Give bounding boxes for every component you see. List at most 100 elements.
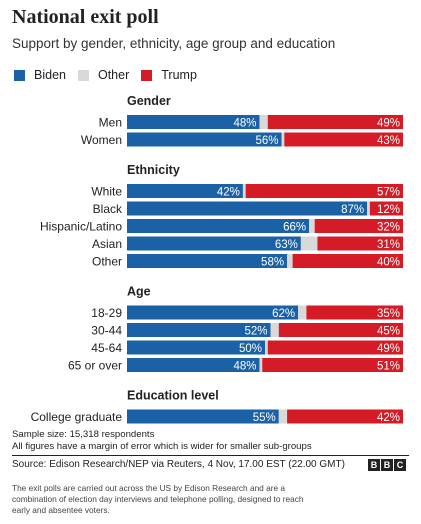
data-label-trump: 49% bbox=[377, 343, 400, 355]
bar-trump bbox=[267, 115, 403, 129]
stacked-bar-chart: Gender Men 48% 49% Women 56% 43% Ethnicity White… bbox=[31, 95, 403, 424]
data-label-biden: 48% bbox=[233, 117, 256, 129]
chart-card: National exit poll Support by gender, et… bbox=[12, 6, 409, 471]
row-label: 65 or over bbox=[68, 358, 122, 372]
margin-of-error-text: All figures have a margin of error which… bbox=[12, 440, 312, 452]
bar-trump bbox=[369, 201, 403, 216]
bbc-logo-letter: C bbox=[394, 459, 406, 471]
group-title: Age bbox=[127, 285, 151, 299]
bar-trump bbox=[267, 340, 403, 355]
bbc-logo: B B C bbox=[367, 459, 406, 471]
bar-biden bbox=[127, 219, 310, 233]
bar-other bbox=[270, 323, 279, 337]
data-label-trump: 42% bbox=[377, 412, 400, 424]
data-label-trump: 49% bbox=[377, 117, 400, 129]
legend-swatch-other bbox=[77, 69, 89, 81]
bar-biden bbox=[127, 305, 299, 320]
bar-biden bbox=[127, 132, 282, 147]
data-label-trump: 40% bbox=[377, 256, 400, 268]
data-label-biden: 48% bbox=[233, 360, 256, 372]
bar-trump bbox=[287, 409, 403, 424]
data-label-biden: 55% bbox=[253, 412, 276, 424]
bar-trump bbox=[278, 323, 403, 337]
row-label: 18-29 bbox=[91, 306, 122, 320]
data-label-biden: 58% bbox=[261, 256, 284, 268]
bar-trump bbox=[292, 254, 403, 268]
bar-other bbox=[242, 184, 246, 198]
row-label: Other bbox=[92, 254, 122, 268]
row-label: Hispanic/Latino bbox=[40, 219, 122, 233]
bar-biden bbox=[127, 358, 260, 372]
row-label: College graduate bbox=[31, 410, 123, 424]
group-title: Ethnicity bbox=[127, 163, 180, 177]
bar-trump bbox=[306, 305, 403, 320]
chart-subtitle: Support by gender, ethnicity, age group … bbox=[12, 36, 336, 51]
data-label-trump: 45% bbox=[377, 325, 400, 337]
bar-biden bbox=[127, 340, 265, 355]
bar-other bbox=[281, 132, 285, 147]
legend-swatch-trump bbox=[141, 69, 153, 81]
data-label-biden: 62% bbox=[272, 308, 295, 320]
source-text: Source: Edison Research/NEP via Reuters,… bbox=[12, 459, 345, 470]
sample-size-text: Sample size: 15,318 respondents bbox=[12, 429, 155, 440]
group-title: Gender bbox=[127, 95, 171, 108]
bar-other bbox=[300, 236, 318, 251]
bar-other bbox=[309, 219, 315, 233]
data-label-trump: 32% bbox=[377, 221, 400, 233]
data-label-biden: 87% bbox=[341, 204, 364, 216]
legend-label-other: Other bbox=[97, 68, 130, 82]
legend-item-other: Other bbox=[77, 68, 130, 82]
data-label-trump: 31% bbox=[377, 239, 400, 251]
chart-title: National exit poll bbox=[12, 6, 159, 28]
bar-trump bbox=[314, 219, 403, 233]
row-label: 30-44 bbox=[91, 323, 122, 337]
data-label-trump: 43% bbox=[377, 135, 400, 147]
bar-trump bbox=[284, 132, 403, 147]
row-label: White bbox=[91, 184, 122, 198]
data-label-biden: 66% bbox=[283, 221, 306, 233]
data-label-biden: 42% bbox=[217, 186, 240, 198]
bar-other bbox=[287, 254, 293, 268]
bar-other bbox=[259, 115, 268, 129]
caption-text: The exit polls are carried out across th… bbox=[12, 483, 304, 515]
data-label-biden: 52% bbox=[244, 325, 267, 337]
bar-biden bbox=[127, 409, 279, 424]
legend: Biden Other Trump bbox=[14, 68, 209, 82]
bar-trump bbox=[245, 184, 403, 198]
bar-other bbox=[298, 305, 307, 320]
row-label: Men bbox=[99, 115, 122, 129]
row-label: Women bbox=[81, 133, 122, 147]
bar-biden bbox=[127, 115, 260, 129]
data-label-trump: 51% bbox=[377, 360, 400, 372]
row-label: Asian bbox=[92, 237, 122, 251]
sample-note: Sample size: 15,318 respondents All figu… bbox=[12, 429, 312, 452]
row-label: 45-64 bbox=[91, 341, 122, 355]
data-label-biden: 63% bbox=[275, 239, 298, 251]
bar-biden bbox=[127, 201, 368, 216]
data-label-trump: 57% bbox=[377, 186, 400, 198]
bar-biden bbox=[127, 323, 271, 337]
bar-other bbox=[367, 201, 370, 216]
row-label: Black bbox=[93, 202, 123, 216]
legend-item-trump: Trump bbox=[141, 68, 197, 82]
legend-label-trump: Trump bbox=[161, 68, 197, 82]
bar-other bbox=[259, 358, 263, 372]
data-label-trump: 12% bbox=[377, 204, 400, 216]
bar-other bbox=[278, 409, 288, 424]
legend-item-biden: Biden bbox=[14, 68, 66, 82]
bar-biden bbox=[127, 254, 288, 268]
legend-label-biden: Biden bbox=[34, 68, 66, 82]
data-label-biden: 56% bbox=[256, 135, 279, 147]
bar-biden bbox=[127, 236, 301, 251]
bar-trump bbox=[262, 358, 403, 372]
bar-trump bbox=[317, 236, 403, 251]
bar-other bbox=[265, 340, 268, 355]
data-label-trump: 35% bbox=[377, 308, 400, 320]
data-label-biden: 50% bbox=[239, 343, 262, 355]
legend-swatch-biden bbox=[14, 69, 25, 81]
source-divider bbox=[12, 455, 409, 456]
bar-biden bbox=[127, 184, 243, 198]
group-title: Education level bbox=[127, 389, 219, 403]
bbc-logo-letter: B bbox=[381, 459, 393, 471]
bbc-logo-letter: B bbox=[368, 459, 380, 471]
